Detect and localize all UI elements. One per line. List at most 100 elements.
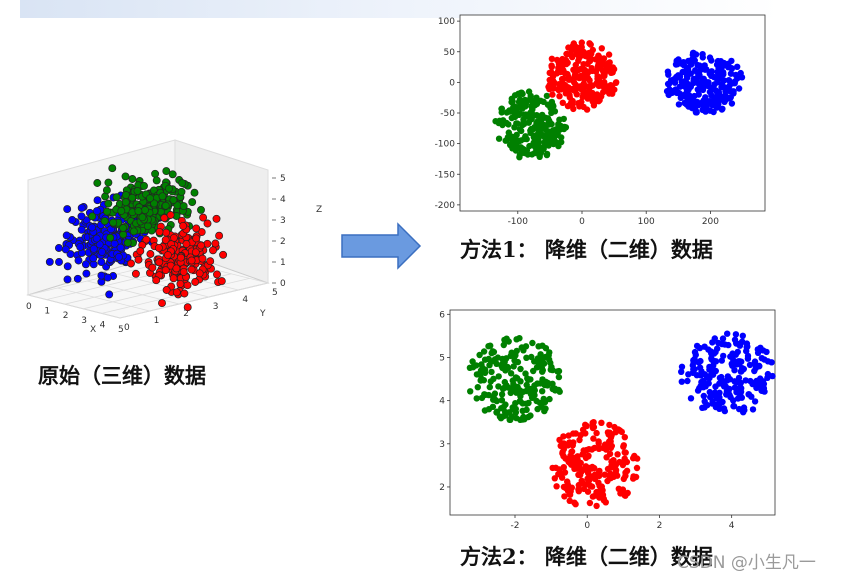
data-point: [198, 254, 207, 263]
data-point: [601, 70, 608, 78]
data-point: [548, 55, 556, 62]
data-point: [693, 372, 701, 379]
data-point: [548, 62, 555, 69]
data-point: [487, 342, 494, 349]
data-point: [685, 371, 692, 378]
x-tick-label: 2: [63, 311, 69, 321]
data-point: [100, 217, 109, 226]
data-point: [606, 450, 614, 458]
data-point: [553, 483, 560, 490]
data-point: [81, 260, 90, 269]
data-point: [495, 373, 502, 380]
data-point: [498, 105, 505, 113]
data-point: [535, 125, 542, 133]
data-point: [77, 203, 86, 212]
data-point: [119, 230, 128, 239]
data-point: [531, 382, 538, 389]
data-point: [88, 212, 97, 221]
data-point: [534, 118, 541, 125]
data-point: [705, 380, 712, 387]
data-point: [148, 263, 157, 272]
data-point: [734, 348, 741, 356]
data-point: [589, 493, 597, 500]
data-point: [692, 67, 699, 74]
y-tick-label: 6: [439, 310, 445, 320]
data-point: [678, 378, 685, 385]
data-point: [169, 274, 178, 283]
data-point: [607, 434, 615, 441]
data-point: [716, 380, 723, 387]
data-point: [503, 335, 510, 342]
data-point: [601, 471, 608, 478]
data-point: [73, 274, 82, 283]
data-point: [521, 416, 528, 423]
data-point: [564, 442, 572, 449]
data-point: [583, 446, 590, 454]
data-point: [493, 409, 500, 416]
chart-method1-scatter: -100 0 100 200 100 50 0 -50 -100 -150 -200: [435, 14, 766, 227]
data-point: [687, 97, 694, 104]
data-point: [509, 385, 516, 392]
data-point: [734, 395, 742, 402]
data-point: [579, 466, 586, 473]
data-point: [603, 63, 610, 71]
data-point: [511, 124, 518, 131]
data-point: [714, 58, 722, 65]
data-point: [598, 45, 605, 52]
data-point: [195, 269, 204, 278]
data-point: [580, 103, 587, 111]
data-point: [732, 71, 739, 79]
data-point: [63, 205, 72, 214]
data-point: [607, 474, 614, 482]
data-point: [606, 59, 613, 66]
x-tick-label: -2: [511, 521, 520, 531]
data-point: [61, 245, 70, 254]
data-point: [565, 76, 573, 83]
data-point: [715, 64, 723, 71]
data-point: [559, 59, 566, 66]
data-point: [739, 332, 746, 339]
data-point: [513, 131, 520, 139]
data-point: [675, 101, 683, 108]
data-point: [730, 397, 737, 404]
data-point: [143, 222, 152, 231]
data-point: [630, 455, 637, 462]
data-point: [512, 139, 519, 146]
data-point: [622, 449, 629, 456]
data-point: [761, 388, 768, 395]
data-point: [679, 68, 686, 76]
data-point: [575, 57, 582, 64]
data-point: [476, 351, 483, 359]
data-point: [507, 416, 514, 423]
data-point: [702, 108, 709, 115]
data-point: [633, 464, 641, 472]
data-point: [68, 216, 77, 224]
data-point: [715, 101, 722, 108]
data-point: [197, 228, 206, 237]
data-point: [54, 244, 63, 252]
data-point: [684, 377, 691, 385]
data-point: [162, 286, 171, 294]
data-point: [566, 497, 573, 504]
data-point: [523, 354, 530, 361]
data-point: [715, 339, 722, 347]
data-point: [724, 330, 731, 337]
data-point: [665, 71, 672, 78]
data-point: [209, 246, 217, 255]
data-point: [697, 383, 704, 390]
data-point: [584, 83, 592, 90]
data-point: [593, 502, 600, 510]
data-point: [612, 79, 620, 87]
data-point: [543, 150, 551, 158]
data-point: [589, 421, 596, 429]
data-point: [517, 365, 524, 373]
data-point: [528, 115, 535, 123]
data-point: [678, 368, 685, 375]
data-point: [710, 108, 717, 116]
data-point: [728, 57, 735, 65]
data-point: [98, 247, 106, 256]
data-point: [582, 421, 589, 428]
data-point: [572, 430, 579, 437]
y-tick-label: -100: [435, 140, 456, 150]
data-point: [509, 405, 517, 413]
